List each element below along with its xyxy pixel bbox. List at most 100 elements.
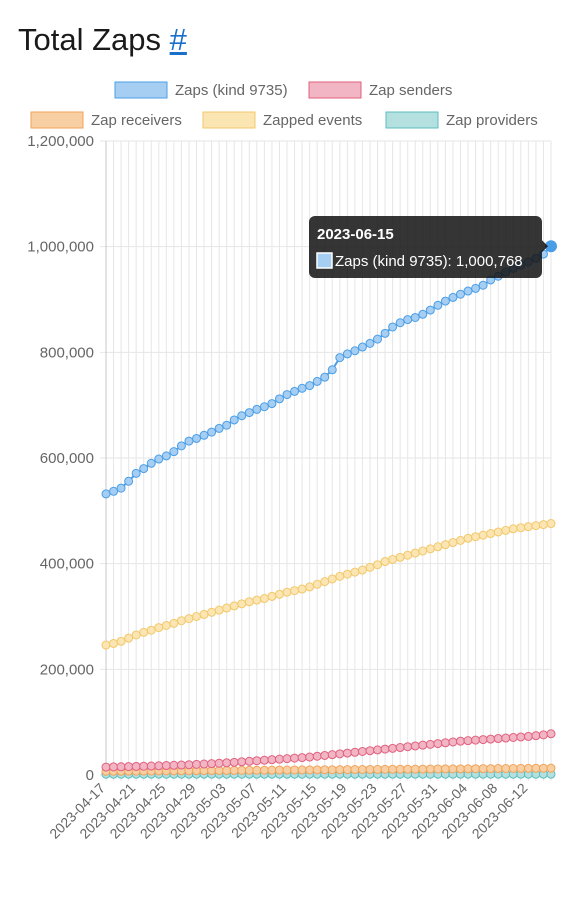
data-point[interactable]: [403, 742, 413, 752]
data-point[interactable]: [516, 763, 526, 773]
legend-label[interactable]: Zap senders: [369, 82, 452, 99]
data-point[interactable]: [463, 764, 473, 774]
data-point[interactable]: [357, 565, 367, 575]
data-point[interactable]: [463, 286, 473, 296]
data-point[interactable]: [252, 595, 262, 605]
data-point[interactable]: [259, 755, 269, 765]
data-point[interactable]: [199, 430, 209, 440]
data-point[interactable]: [237, 599, 247, 609]
data-point[interactable]: [139, 761, 149, 771]
data-point[interactable]: [116, 636, 126, 646]
data-point[interactable]: [199, 759, 209, 769]
data-point[interactable]: [342, 349, 352, 359]
data-point[interactable]: [124, 633, 134, 643]
data-point[interactable]: [471, 764, 481, 774]
data-point[interactable]: [380, 764, 390, 774]
data-point[interactable]: [357, 765, 367, 775]
data-point[interactable]: [350, 567, 360, 577]
data-point[interactable]: [124, 762, 134, 772]
data-point[interactable]: [312, 376, 322, 386]
data-point[interactable]: [478, 735, 488, 745]
data-point[interactable]: [161, 620, 171, 630]
data-point[interactable]: [418, 546, 428, 556]
data-point[interactable]: [448, 764, 458, 774]
data-point[interactable]: [139, 627, 149, 637]
data-point[interactable]: [222, 603, 232, 613]
legend-swatch[interactable]: [385, 111, 439, 129]
data-point[interactable]: [388, 764, 398, 774]
data-point[interactable]: [478, 764, 488, 774]
data-point[interactable]: [131, 761, 141, 771]
data-point[interactable]: [516, 523, 526, 533]
data-point[interactable]: [373, 764, 383, 774]
data-point[interactable]: [305, 381, 315, 391]
data-point[interactable]: [531, 763, 541, 773]
data-point[interactable]: [192, 612, 202, 621]
data-point[interactable]: [388, 322, 398, 332]
data-point[interactable]: [327, 365, 337, 375]
data-point[interactable]: [282, 587, 292, 597]
legend-label[interactable]: Zap receivers: [91, 112, 182, 129]
data-point[interactable]: [493, 764, 503, 774]
data-point[interactable]: [305, 752, 315, 762]
data-point[interactable]: [380, 557, 390, 567]
legend-label[interactable]: Zap providers: [446, 112, 538, 129]
legend-label[interactable]: Zapped events: [263, 112, 362, 129]
data-point[interactable]: [440, 296, 450, 306]
data-point[interactable]: [267, 755, 277, 765]
data-point[interactable]: [312, 579, 322, 589]
data-point[interactable]: [320, 765, 330, 775]
data-point[interactable]: [192, 433, 202, 443]
data-point[interactable]: [531, 731, 541, 741]
data-point[interactable]: [101, 762, 111, 772]
data-point[interactable]: [214, 758, 224, 768]
data-point[interactable]: [478, 280, 488, 290]
data-point[interactable]: [335, 765, 345, 775]
data-point[interactable]: [229, 601, 239, 611]
data-point[interactable]: [425, 764, 435, 774]
data-point[interactable]: [131, 630, 141, 640]
data-point[interactable]: [184, 760, 194, 770]
data-point[interactable]: [425, 544, 435, 554]
data-point[interactable]: [290, 386, 300, 396]
data-point[interactable]: [169, 760, 179, 770]
data-point[interactable]: [207, 607, 217, 617]
data-point[interactable]: [342, 748, 352, 758]
data-point[interactable]: [124, 476, 134, 486]
data-point[interactable]: [214, 423, 224, 433]
data-point[interactable]: [546, 729, 556, 739]
data-point[interactable]: [259, 765, 269, 775]
data-point[interactable]: [169, 447, 179, 457]
data-point[interactable]: [455, 535, 465, 545]
data-point[interactable]: [327, 574, 337, 584]
data-point[interactable]: [297, 753, 307, 763]
legend-swatch[interactable]: [114, 81, 168, 99]
data-point[interactable]: [267, 591, 277, 601]
data-point[interactable]: [207, 759, 217, 769]
data-point[interactable]: [493, 734, 503, 744]
data-point[interactable]: [139, 464, 149, 474]
data-point[interactable]: [222, 420, 232, 430]
data-point[interactable]: [335, 353, 345, 363]
data-point[interactable]: [244, 756, 254, 766]
data-point[interactable]: [395, 318, 405, 328]
data-point[interactable]: [425, 739, 435, 749]
data-point[interactable]: [546, 519, 556, 529]
data-point[interactable]: [523, 731, 533, 741]
data-point[interactable]: [229, 765, 239, 775]
data-point[interactable]: [395, 552, 405, 562]
data-point[interactable]: [410, 312, 420, 322]
data-point[interactable]: [101, 489, 111, 499]
data-point[interactable]: [176, 616, 186, 626]
data-point[interactable]: [523, 522, 533, 532]
data-point[interactable]: [237, 765, 247, 775]
data-point[interactable]: [508, 732, 518, 742]
data-point[interactable]: [327, 750, 337, 760]
data-point[interactable]: [252, 765, 262, 775]
data-point[interactable]: [290, 753, 300, 763]
data-point[interactable]: [146, 625, 156, 635]
data-point[interactable]: [410, 764, 420, 774]
data-point[interactable]: [109, 486, 119, 496]
data-point[interactable]: [516, 732, 526, 742]
data-point[interactable]: [154, 761, 164, 771]
